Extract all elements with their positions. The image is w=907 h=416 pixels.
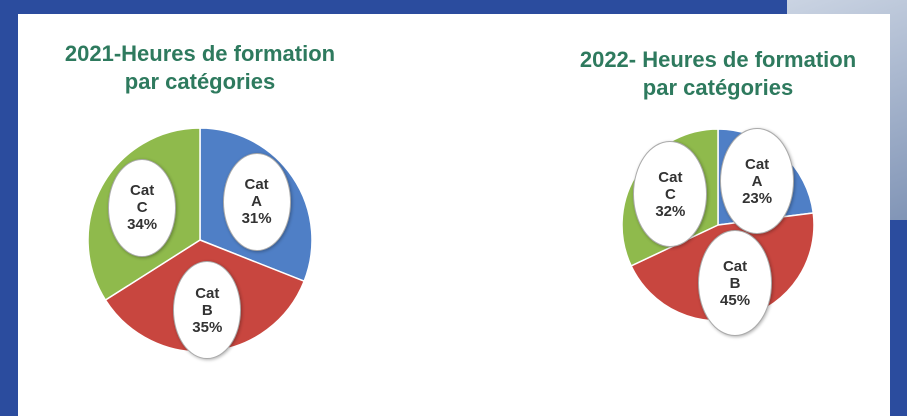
chart-title: 2022- Heures de formation par catégories xyxy=(579,47,857,100)
category-label: Cat A xyxy=(744,155,770,190)
chart-title: 2021-Heures de formation par catégories xyxy=(64,41,336,94)
slice-label: Cat A 31% xyxy=(222,152,291,251)
category-label: Cat A xyxy=(244,176,269,211)
value-label: 31% xyxy=(241,210,272,228)
slice-label: Cat B 45% xyxy=(698,230,773,337)
category-label: Cat B xyxy=(195,284,220,319)
slice-label: Cat C 34% xyxy=(108,158,177,257)
slice-label: Cat B 35% xyxy=(173,261,242,360)
value-label: 45% xyxy=(720,291,751,309)
value-label: 35% xyxy=(192,318,223,336)
slice-label: Cat C 32% xyxy=(633,141,708,248)
value-label: 32% xyxy=(655,202,686,220)
category-label: Cat C xyxy=(130,182,155,217)
category-label: Cat C xyxy=(658,168,683,203)
value-label: 34% xyxy=(127,216,158,234)
slice-label: Cat A 23% xyxy=(720,128,795,235)
category-label: Cat B xyxy=(722,257,748,292)
value-label: 23% xyxy=(742,189,773,207)
